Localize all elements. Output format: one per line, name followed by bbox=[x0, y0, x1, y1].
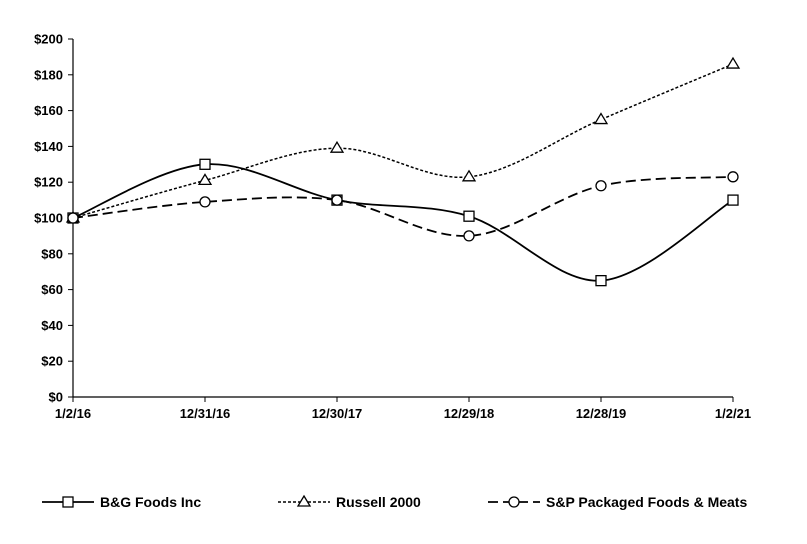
y-tick-label: $0 bbox=[49, 390, 63, 405]
legend: B&G Foods Inc Russell 2000 S&P Packaged … bbox=[0, 488, 807, 516]
y-axis: $0 $20 $40 $60 $80 $100 $120 $140 $160 $180 $200 bbox=[34, 32, 74, 405]
legend-label: Russell 2000 bbox=[336, 494, 421, 510]
data-point-circle bbox=[727, 171, 739, 183]
legend-swatch-dashed-circle bbox=[488, 496, 540, 508]
data-point-triangle bbox=[197, 173, 213, 186]
x-tick-label: 12/30/17 bbox=[312, 406, 363, 421]
legend-label: S&P Packaged Foods & Meats bbox=[546, 494, 748, 510]
y-tick-label: $100 bbox=[34, 211, 63, 226]
data-point-triangle bbox=[329, 140, 345, 153]
data-point-triangle bbox=[593, 112, 609, 125]
data-point-square bbox=[463, 210, 475, 222]
y-tick-label: $80 bbox=[41, 246, 63, 261]
data-point-circle bbox=[595, 180, 607, 192]
x-tick-label: 1/2/21 bbox=[715, 406, 751, 421]
data-point-circle bbox=[463, 230, 475, 242]
legend-swatch-dotted-triangle bbox=[278, 494, 330, 507]
data-point-circle bbox=[199, 196, 211, 208]
y-tick-label: $60 bbox=[41, 282, 63, 297]
series-line-triangle bbox=[72, 63, 734, 219]
x-tick-label: 12/31/16 bbox=[180, 406, 231, 421]
x-tick-label: 12/29/18 bbox=[444, 406, 495, 421]
y-tick-label: $160 bbox=[34, 103, 63, 118]
y-tick-label: $40 bbox=[41, 318, 63, 333]
series-line-circle bbox=[72, 175, 734, 237]
data-point-circle bbox=[331, 194, 343, 206]
y-tick-label: $180 bbox=[34, 67, 63, 82]
y-tick-label: $200 bbox=[34, 32, 63, 47]
y-tick-label: $120 bbox=[34, 175, 63, 190]
series-markers bbox=[65, 56, 741, 287]
y-tick-label: $20 bbox=[41, 354, 63, 369]
legend-swatch-solid-square bbox=[42, 496, 94, 508]
data-point-triangle bbox=[725, 56, 741, 69]
data-point-triangle bbox=[461, 169, 477, 182]
x-tick-label: 12/28/19 bbox=[576, 406, 627, 421]
legend-item-bg-foods: B&G Foods Inc bbox=[40, 488, 201, 516]
data-point-square bbox=[727, 194, 739, 206]
x-tick-label: 1/2/16 bbox=[55, 406, 91, 421]
legend-item-russell-2000: Russell 2000 bbox=[276, 488, 421, 516]
series-lines bbox=[72, 63, 734, 282]
y-tick-label: $140 bbox=[34, 139, 63, 154]
data-point-square bbox=[199, 158, 211, 170]
series-line-square bbox=[72, 163, 734, 282]
data-point-circle bbox=[67, 212, 79, 224]
legend-item-sp-packaged-foods: S&P Packaged Foods & Meats bbox=[486, 488, 747, 516]
legend-label: B&G Foods Inc bbox=[100, 494, 202, 510]
data-point-square bbox=[595, 274, 607, 287]
x-axis: 1/2/16 12/31/16 12/30/17 12/29/18 12/28/19 1/… bbox=[55, 396, 751, 421]
